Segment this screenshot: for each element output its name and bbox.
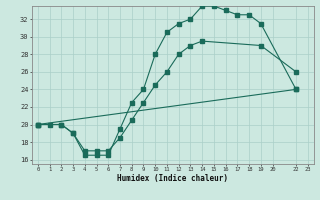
X-axis label: Humidex (Indice chaleur): Humidex (Indice chaleur) <box>117 174 228 183</box>
